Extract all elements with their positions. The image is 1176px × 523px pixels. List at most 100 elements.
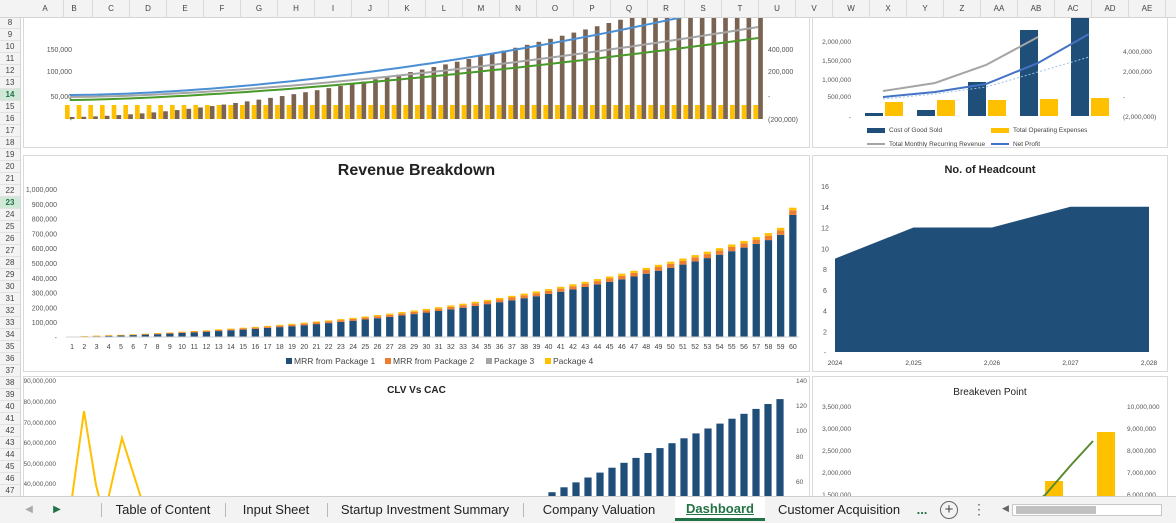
column-header[interactable]: AD bbox=[1092, 0, 1129, 18]
column-header[interactable]: AB bbox=[1018, 0, 1055, 18]
column-header[interactable]: E bbox=[167, 0, 204, 18]
row-header[interactable]: 39 bbox=[0, 389, 20, 401]
tab-input-sheet[interactable]: Input Sheet bbox=[226, 497, 326, 523]
column-header[interactable]: Y bbox=[907, 0, 944, 18]
revenue-bar-segment bbox=[312, 322, 321, 325]
row-header[interactable]: 21 bbox=[0, 173, 20, 185]
tab-dashboard[interactable]: Dashboard bbox=[675, 497, 765, 521]
row-header[interactable]: 22 bbox=[0, 185, 20, 197]
column-header[interactable]: B bbox=[56, 0, 93, 18]
row-header[interactable]: 27 bbox=[0, 245, 20, 257]
column-header[interactable]: O bbox=[537, 0, 574, 18]
column-header[interactable]: AA bbox=[981, 0, 1018, 18]
row-header[interactable]: 43 bbox=[0, 437, 20, 449]
column-header[interactable]: C bbox=[93, 0, 130, 18]
horizontal-scrollbar[interactable]: ◀ bbox=[1000, 501, 1176, 519]
revenue-breakdown-chart[interactable]: Revenue Breakdown 1,000,000 900,000 800,00… bbox=[23, 155, 810, 372]
row-header[interactable]: 40 bbox=[0, 401, 20, 413]
column-header[interactable]: H bbox=[278, 0, 315, 18]
cogs-bar bbox=[746, 18, 752, 119]
row-header[interactable]: 41 bbox=[0, 413, 20, 425]
y-right-tick: - bbox=[1123, 94, 1125, 101]
row-header[interactable]: 12 bbox=[0, 65, 20, 77]
column-header[interactable]: AC bbox=[1055, 0, 1092, 18]
column-header[interactable]: T bbox=[722, 0, 759, 18]
row-header[interactable]: 15 bbox=[0, 101, 20, 113]
row-header[interactable]: 13 bbox=[0, 77, 20, 89]
row-header[interactable]: 23 bbox=[0, 197, 20, 209]
row-header[interactable]: 31 bbox=[0, 293, 20, 305]
row-header[interactable]: 36 bbox=[0, 353, 20, 365]
column-header[interactable]: M bbox=[463, 0, 500, 18]
row-header[interactable]: 28 bbox=[0, 257, 20, 269]
y-tick: 12 bbox=[821, 226, 829, 233]
row-header[interactable]: 14 bbox=[0, 89, 20, 101]
tab-table-of-content[interactable]: Table of Content bbox=[102, 497, 224, 523]
breakeven-bar bbox=[1045, 481, 1063, 496]
column-header[interactable]: X bbox=[870, 0, 907, 18]
column-header[interactable]: G bbox=[241, 0, 278, 18]
row-header[interactable]: 11 bbox=[0, 53, 20, 65]
financial-summary-chart[interactable]: 150,000 100,000 50,000 - 400,000 200,000 - (200… bbox=[23, 18, 810, 148]
annual-financials-chart[interactable]: 2,000,000 1,500,000 1,000,000 500,000 - 4,000… bbox=[812, 18, 1168, 148]
breakeven-chart[interactable]: Breakeven Point 3,500,000 3,000,000 2,500,… bbox=[812, 376, 1168, 496]
row-header[interactable]: 30 bbox=[0, 281, 20, 293]
cogs-bar bbox=[968, 82, 986, 116]
column-header[interactable]: AE bbox=[1129, 0, 1166, 18]
column-header[interactable]: A bbox=[27, 0, 64, 18]
row-header[interactable]: 25 bbox=[0, 221, 20, 233]
row-header[interactable]: 19 bbox=[0, 149, 20, 161]
next-sheet-icon[interactable]: ▶ bbox=[53, 504, 61, 515]
column-header[interactable]: U bbox=[759, 0, 796, 18]
row-header[interactable]: 18 bbox=[0, 137, 20, 149]
column-header[interactable]: K bbox=[389, 0, 426, 18]
row-header[interactable]: 20 bbox=[0, 161, 20, 173]
tab-startup-investment-summary[interactable]: Startup Investment Summary bbox=[328, 497, 522, 523]
headcount-chart[interactable]: No. of Headcount 16 14 12 10 8 6 4 2 -2024 2,025 2… bbox=[812, 155, 1168, 372]
column-header[interactable]: Q bbox=[611, 0, 648, 18]
column-header[interactable]: P bbox=[574, 0, 611, 18]
revenue-bar-segment bbox=[569, 284, 577, 287]
row-header[interactable]: 37 bbox=[0, 365, 20, 377]
row-header[interactable]: 9 bbox=[0, 29, 20, 41]
row-header[interactable]: 29 bbox=[0, 269, 20, 281]
row-header[interactable]: 35 bbox=[0, 341, 20, 353]
row-header[interactable]: 38 bbox=[0, 377, 20, 389]
opex-bar bbox=[181, 105, 187, 119]
column-header[interactable]: V bbox=[796, 0, 833, 18]
tab-options-icon[interactable]: ⋮ bbox=[972, 501, 986, 517]
scroll-left-icon[interactable]: ◀ bbox=[1002, 503, 1009, 513]
row-header[interactable]: 44 bbox=[0, 449, 20, 461]
column-header[interactable]: D bbox=[130, 0, 167, 18]
row-header[interactable]: 42 bbox=[0, 425, 20, 437]
column-header[interactable]: R bbox=[648, 0, 685, 18]
row-header[interactable]: 47 bbox=[0, 485, 20, 496]
column-header[interactable]: F bbox=[204, 0, 241, 18]
row-header[interactable]: 45 bbox=[0, 461, 20, 473]
add-sheet-button[interactable]: + bbox=[940, 501, 958, 519]
row-header[interactable]: 10 bbox=[0, 41, 20, 53]
tab-customer-acquisition[interactable]: Customer Acquisition bbox=[768, 497, 910, 523]
row-header[interactable]: 32 bbox=[0, 305, 20, 317]
row-header[interactable]: 46 bbox=[0, 473, 20, 485]
column-header[interactable]: N bbox=[500, 0, 537, 18]
column-header[interactable]: L bbox=[426, 0, 463, 18]
row-header[interactable]: 16 bbox=[0, 113, 20, 125]
more-tabs-button[interactable]: ... bbox=[916, 502, 928, 517]
tab-company-valuation[interactable]: Company Valuation bbox=[524, 497, 674, 523]
column-header[interactable]: S bbox=[685, 0, 722, 18]
column-header[interactable]: J bbox=[352, 0, 389, 18]
opex-bar bbox=[566, 105, 572, 119]
row-header[interactable]: 34 bbox=[0, 329, 20, 341]
row-header[interactable]: 33 bbox=[0, 317, 20, 329]
clv-vs-cac-chart[interactable]: CLV Vs CAC 90,000,000 80,000,000 70,000,00… bbox=[23, 376, 810, 496]
scroll-thumb[interactable] bbox=[1016, 506, 1096, 514]
row-header[interactable]: 8 bbox=[0, 18, 20, 29]
row-header[interactable]: 26 bbox=[0, 233, 20, 245]
prev-sheet-icon[interactable]: ◀ bbox=[25, 504, 33, 515]
column-header[interactable]: Z bbox=[944, 0, 981, 18]
column-header[interactable]: W bbox=[833, 0, 870, 18]
row-header[interactable]: 17 bbox=[0, 125, 20, 137]
column-header[interactable]: I bbox=[315, 0, 352, 18]
row-header[interactable]: 24 bbox=[0, 209, 20, 221]
